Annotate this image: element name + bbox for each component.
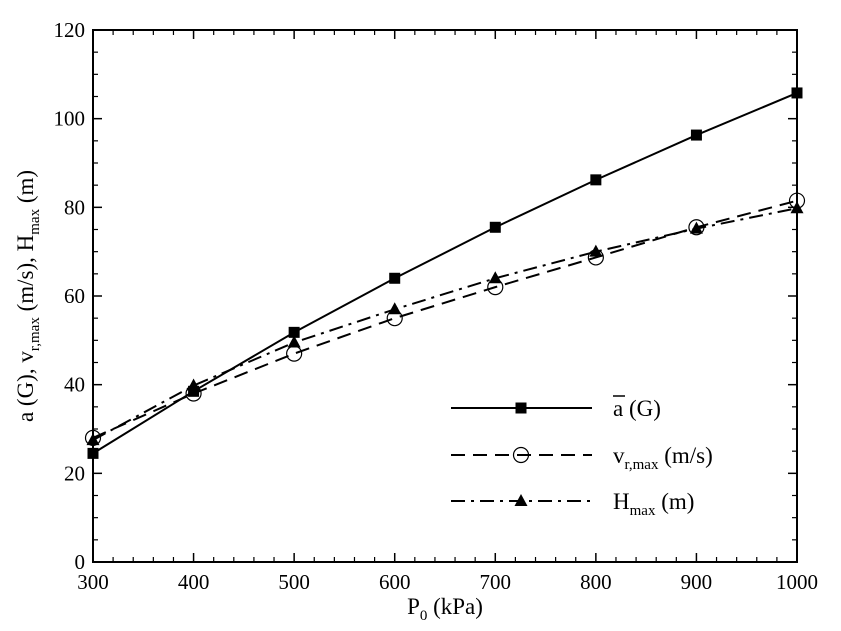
plot-frame bbox=[92, 29, 798, 563]
legend: a (G) vr,max (m/s) Hmax (m) bbox=[451, 395, 713, 519]
series-vrmax-line bbox=[92, 199, 798, 439]
legend-item-hmax: Hmax (m) bbox=[451, 489, 694, 519]
series-a-marker bbox=[590, 174, 602, 186]
x-tick-label: 500 bbox=[278, 570, 310, 594]
legend-label: a (G) bbox=[613, 396, 661, 421]
axis-titles: P0 (kPa) a (G), vr,max (m/s), Hmax (m) bbox=[13, 170, 483, 624]
legend-label: Hmax (m) bbox=[613, 489, 694, 519]
series-vrmax-marker bbox=[286, 345, 303, 362]
y-tick-label: 100 bbox=[54, 107, 86, 131]
series-hmax-marker bbox=[488, 271, 502, 284]
series-a-marker bbox=[87, 447, 99, 459]
legend-item-vrmax: vr,max (m/s) bbox=[451, 443, 713, 473]
series-hmax-marker bbox=[589, 244, 603, 257]
legend-marker bbox=[514, 494, 528, 506]
series-a-marker bbox=[690, 129, 702, 141]
legend-marker bbox=[515, 402, 527, 414]
series-a-marker bbox=[791, 87, 803, 99]
x-tick-label: 700 bbox=[480, 570, 512, 594]
series-hmax-line bbox=[92, 207, 798, 441]
y-axis-title: a (G), vr,max (m/s), Hmax (m) bbox=[13, 170, 43, 422]
x-tick-label: 600 bbox=[379, 570, 411, 594]
series-hmax-marker bbox=[790, 201, 804, 214]
series-a-line bbox=[92, 92, 798, 455]
y-tick-label: 20 bbox=[64, 461, 85, 485]
y-tick-label: 60 bbox=[64, 284, 85, 308]
y-tick-label: 0 bbox=[75, 550, 86, 574]
series-a-marker bbox=[489, 221, 501, 233]
x-tick-label: 400 bbox=[178, 570, 210, 594]
series-a-marker bbox=[288, 326, 300, 338]
x-tick-label: 900 bbox=[681, 570, 713, 594]
plot-border bbox=[92, 29, 798, 563]
y-tick-label: 120 bbox=[54, 18, 86, 42]
series-hmax-marker bbox=[187, 378, 201, 391]
x-tick-label: 1000 bbox=[776, 570, 818, 594]
legend-label: vr,max (m/s) bbox=[613, 443, 713, 473]
ticks: 300 400 500 600 700 800 900 1000 0 20 40 60 80 100 120 bbox=[54, 18, 819, 594]
series-vrmax-marker bbox=[84, 429, 102, 446]
series-vrmax-marker bbox=[688, 219, 705, 236]
series-a-marker bbox=[188, 385, 200, 397]
x-tick-label: 300 bbox=[77, 570, 109, 594]
series-lines bbox=[92, 92, 798, 455]
series-hmax-marker bbox=[287, 335, 301, 348]
y-tick-label: 40 bbox=[64, 373, 85, 397]
series-markers bbox=[84, 87, 806, 459]
legend-marker bbox=[512, 446, 530, 464]
x-tick-label: 800 bbox=[580, 570, 612, 594]
series-a-marker bbox=[389, 272, 401, 284]
series-hmax-marker bbox=[86, 433, 100, 446]
series-hmax-marker bbox=[388, 302, 402, 315]
y-tick-label: 80 bbox=[64, 195, 85, 219]
series-hmax-marker bbox=[689, 221, 703, 234]
x-axis-title: P0 (kPa) bbox=[407, 594, 483, 624]
legend-item-a: a (G) bbox=[451, 395, 661, 421]
